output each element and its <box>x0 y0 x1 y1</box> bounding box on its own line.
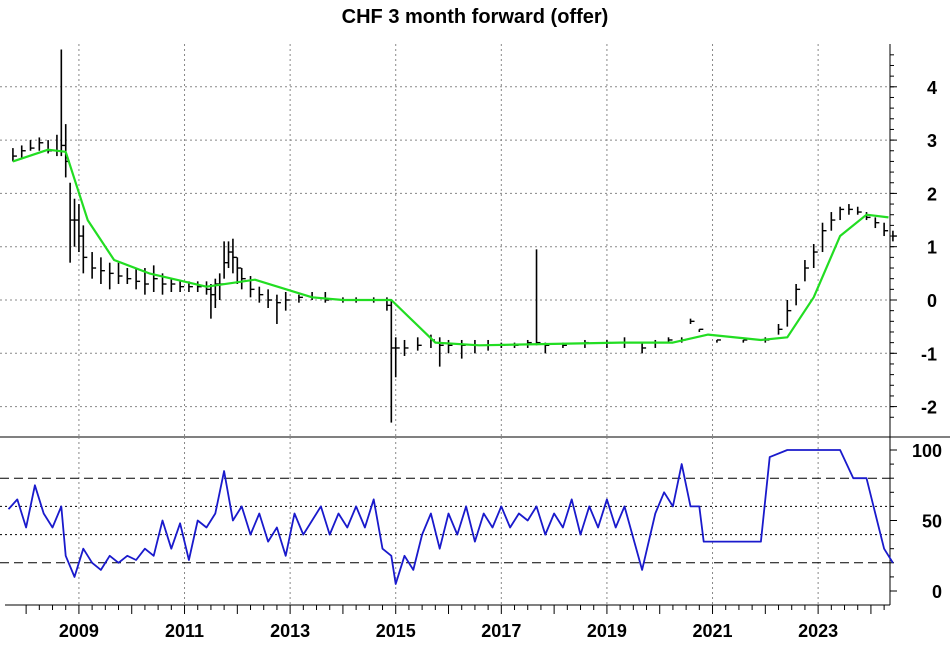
hlc-bar <box>126 268 132 285</box>
oscillator-line <box>7 449 894 585</box>
hlc-bar <box>179 281 185 293</box>
y-tick-label: 50 <box>922 512 942 532</box>
hlc-bar <box>258 286 264 303</box>
x-tick-label: 2017 <box>481 621 521 641</box>
hlc-bar <box>82 225 88 274</box>
hlc-bar <box>883 222 889 237</box>
hlc-bar <box>227 241 233 269</box>
hlc-bar <box>236 257 242 285</box>
hlc-bar <box>20 145 26 159</box>
hlc-bar <box>91 252 97 279</box>
y-tick-label: 2 <box>927 184 937 204</box>
hlc-bar <box>232 238 237 274</box>
hlc-bar <box>390 300 396 423</box>
hlc-bar <box>606 339 611 348</box>
hlc-bar <box>795 284 801 306</box>
x-tick-label: 2015 <box>376 621 416 641</box>
x-tick-label: 2013 <box>270 621 310 641</box>
hlc-bar <box>276 294 281 324</box>
hlc-bar <box>641 342 647 354</box>
hlc-bar <box>856 206 862 215</box>
hlc-bar <box>267 289 273 308</box>
hlc-bar <box>240 268 246 290</box>
hlc-bar <box>535 249 541 346</box>
hlc-bar <box>821 222 827 253</box>
hlc-bar <box>689 318 695 324</box>
x-tick-label: 2023 <box>798 621 838 641</box>
hlc-bar <box>73 198 79 247</box>
hlc-bar <box>830 212 836 231</box>
x-tick-label: 2021 <box>692 621 732 641</box>
y-tick-label: 3 <box>927 131 937 151</box>
hlc-bar <box>69 182 75 263</box>
hlc-bar <box>716 339 721 343</box>
y-tick-label: 1 <box>927 238 937 258</box>
hlc-bar <box>38 137 44 151</box>
hlc-bar <box>311 292 317 300</box>
hlc-bar <box>60 49 66 157</box>
hlc-bar <box>812 244 818 269</box>
y-tick-label: 4 <box>927 78 937 98</box>
y-tick-label: 0 <box>927 291 937 311</box>
hlc-bar <box>698 328 704 332</box>
hlc-bar <box>170 278 176 293</box>
hlc-bar <box>29 140 35 151</box>
hlc-bar <box>324 292 330 303</box>
hlc-bar <box>298 294 303 303</box>
hlc-bar <box>284 292 290 311</box>
hlc-bar <box>210 284 215 319</box>
hlc-bar <box>654 339 660 348</box>
y-tick-label: -1 <box>921 344 937 364</box>
hlc-bar <box>892 230 897 242</box>
hlc-bar <box>205 281 211 295</box>
hlc-bar <box>416 337 422 351</box>
hlc-bar <box>78 204 83 253</box>
hlc-bar <box>100 257 105 285</box>
hlc-bar <box>447 339 453 354</box>
hlc-bar <box>874 217 880 229</box>
hlc-bar <box>839 206 845 221</box>
y-tick-label: 0 <box>932 582 942 602</box>
hlc-bar <box>394 337 400 378</box>
hlc-bar <box>214 278 220 308</box>
hlc-bar <box>135 268 141 290</box>
hlc-bar <box>786 300 792 327</box>
hlc-bar <box>117 262 123 285</box>
hlc-bar <box>777 323 783 335</box>
x-tick-label: 2009 <box>59 621 99 641</box>
hlc-bar <box>223 241 229 279</box>
hlc-bar <box>218 273 224 300</box>
moving-average-line <box>12 148 889 347</box>
x-tick-label: 2019 <box>587 621 627 641</box>
hlc-bar <box>804 260 809 282</box>
hlc-bar <box>12 148 17 162</box>
chart-title: CHF 3 month forward (offer) <box>341 6 609 28</box>
hlc-bar <box>64 124 70 178</box>
hlc-bar <box>438 337 444 367</box>
hlc-bar <box>152 265 158 293</box>
hlc-bar <box>196 281 202 293</box>
x-tick-label: 2011 <box>165 621 204 641</box>
hlc-bar <box>56 134 61 157</box>
hlc-bar <box>47 140 53 154</box>
hlc-bar <box>474 339 479 354</box>
hlc-bar <box>742 339 748 343</box>
hlc-bar <box>403 339 409 356</box>
hlc-bar <box>460 339 466 359</box>
y-tick-label: 100 <box>912 441 942 461</box>
y-tick-label: -2 <box>921 398 937 418</box>
hlc-bar <box>848 204 853 215</box>
hlc-bar <box>108 262 114 290</box>
